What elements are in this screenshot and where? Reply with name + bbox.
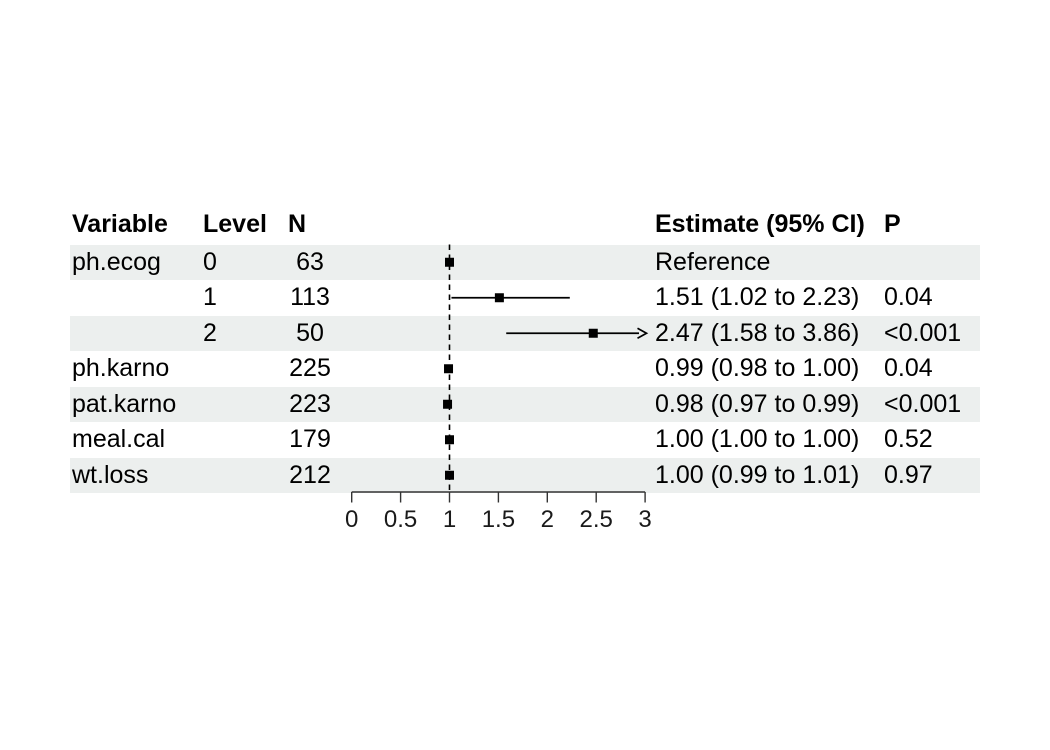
cell-level: 0 bbox=[203, 247, 217, 276]
cell-estimate: 1.00 (1.00 to 1.00) bbox=[655, 425, 860, 453]
cell-n: 223 bbox=[289, 389, 331, 418]
table-row: ph.karno 225 0.99 (0.98 to 1.00) 0.04 bbox=[70, 351, 980, 387]
cell-estimate: 1.51 (1.02 to 2.23) bbox=[655, 283, 860, 311]
x-axis-tick-label: 0 bbox=[345, 506, 358, 533]
cell-variable: wt.loss bbox=[72, 460, 149, 489]
x-axis-tick-label: 2.5 bbox=[580, 506, 613, 533]
x-axis-tick-label: 3 bbox=[638, 506, 651, 533]
cell-estimate: 1.00 (0.99 to 1.01) bbox=[655, 460, 860, 489]
cell-variable: meal.cal bbox=[72, 425, 166, 453]
table-row: ph.ecog 0 63 Reference bbox=[70, 244, 980, 280]
table-row: 2 50 2.47 (1.58 to 3.86) <0.001 bbox=[70, 315, 980, 351]
cell-p: <0.001 bbox=[884, 389, 962, 418]
column-header-variable: Variable bbox=[72, 210, 168, 238]
column-header-n: N bbox=[288, 210, 307, 238]
cell-estimate: 0.98 (0.97 to 0.99) bbox=[655, 389, 860, 418]
cell-p: 0.04 bbox=[884, 283, 933, 311]
column-header-p: P bbox=[884, 210, 901, 238]
x-axis-tick-label: 2 bbox=[541, 506, 554, 533]
cell-n: 179 bbox=[289, 425, 331, 453]
x-axis-tick-label: 0.5 bbox=[384, 506, 417, 533]
cell-n: 225 bbox=[289, 354, 331, 382]
cell-p: 0.04 bbox=[884, 354, 933, 382]
cell-variable: ph.karno bbox=[72, 354, 170, 382]
column-header-level: Level bbox=[203, 210, 267, 238]
table-row: pat.karno 223 0.98 (0.97 to 0.99) <0.001 bbox=[70, 386, 980, 422]
cell-n: 113 bbox=[290, 283, 330, 311]
cell-estimate: 2.47 (1.58 to 3.86) bbox=[655, 318, 860, 347]
cell-p: 0.52 bbox=[884, 425, 933, 453]
cell-estimate: 0.99 (0.98 to 1.00) bbox=[655, 354, 860, 382]
cell-p: 0.97 bbox=[884, 460, 933, 489]
table-row: 1 113 1.51 (1.02 to 2.23) 0.04 bbox=[70, 280, 980, 316]
cell-variable: pat.karno bbox=[72, 389, 177, 418]
table-row: wt.loss 212 1.00 (0.99 to 1.01) 0.97 bbox=[70, 457, 980, 493]
cell-n: 212 bbox=[289, 460, 331, 489]
table-row: meal.cal 179 1.00 (1.00 to 1.00) 0.52 bbox=[70, 422, 980, 458]
cell-n: 63 bbox=[296, 247, 324, 276]
cell-level: 2 bbox=[203, 318, 217, 347]
cell-level: 1 bbox=[203, 283, 217, 311]
cell-p: <0.001 bbox=[884, 318, 962, 347]
column-header-estimate: Estimate (95% CI) bbox=[655, 210, 865, 238]
x-axis-tick-label: 1 bbox=[443, 506, 456, 533]
x-axis-tick-label: 1.5 bbox=[482, 506, 515, 533]
cell-estimate: Reference bbox=[655, 247, 771, 276]
cell-variable: ph.ecog bbox=[72, 247, 161, 276]
cell-n: 50 bbox=[296, 318, 324, 347]
